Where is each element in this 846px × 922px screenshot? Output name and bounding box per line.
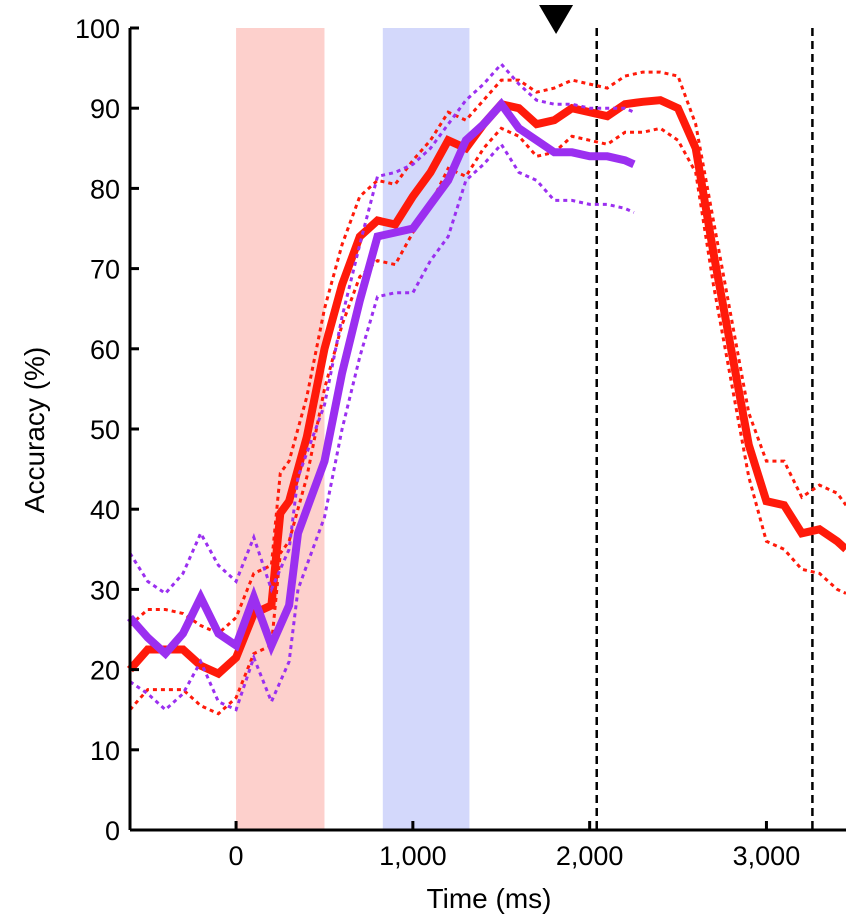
- x-tick-label-1000: 1,000: [379, 841, 447, 871]
- x-tick-label-3000: 3,000: [733, 841, 801, 871]
- axes: [128, 26, 846, 832]
- y-tick-label-100: 100: [75, 14, 120, 44]
- x-tick-label-2000: 2,000: [556, 841, 624, 871]
- y-tick-label-40: 40: [90, 495, 120, 525]
- x-tick-label-0: 0: [229, 841, 244, 871]
- y-tick-label-0: 0: [105, 816, 120, 846]
- y-tick-label-30: 30: [90, 575, 120, 605]
- series-lines: [126, 61, 846, 716]
- y-tick-label-50: 50: [90, 415, 120, 445]
- y-tick-label-10: 10: [90, 736, 120, 766]
- tick-labels: 0 10 20 30 40 50 60 70 80 90 100 0 1,000 2,000 3,000: [75, 14, 800, 871]
- y-tick-label-20: 20: [90, 656, 120, 686]
- y-tick-label-80: 80: [90, 174, 120, 204]
- y-tick-label-60: 60: [90, 335, 120, 365]
- series-2-lower-bound: [129, 141, 635, 712]
- y-axis-label: Accuracy (%): [19, 347, 50, 513]
- down-triangle-marker: [539, 5, 574, 34]
- series-2-mean-line: [127, 97, 636, 660]
- y-tick-label-90: 90: [90, 94, 120, 124]
- series-1-upper-bound: [128, 70, 846, 636]
- shaded-regions: [236, 28, 470, 830]
- reference-lines: [595, 28, 814, 830]
- event-marker: [539, 5, 574, 34]
- x-axis-label: Time (ms): [427, 883, 552, 914]
- series-2-upper-bound: [128, 61, 635, 596]
- y-tick-label-70: 70: [90, 255, 120, 285]
